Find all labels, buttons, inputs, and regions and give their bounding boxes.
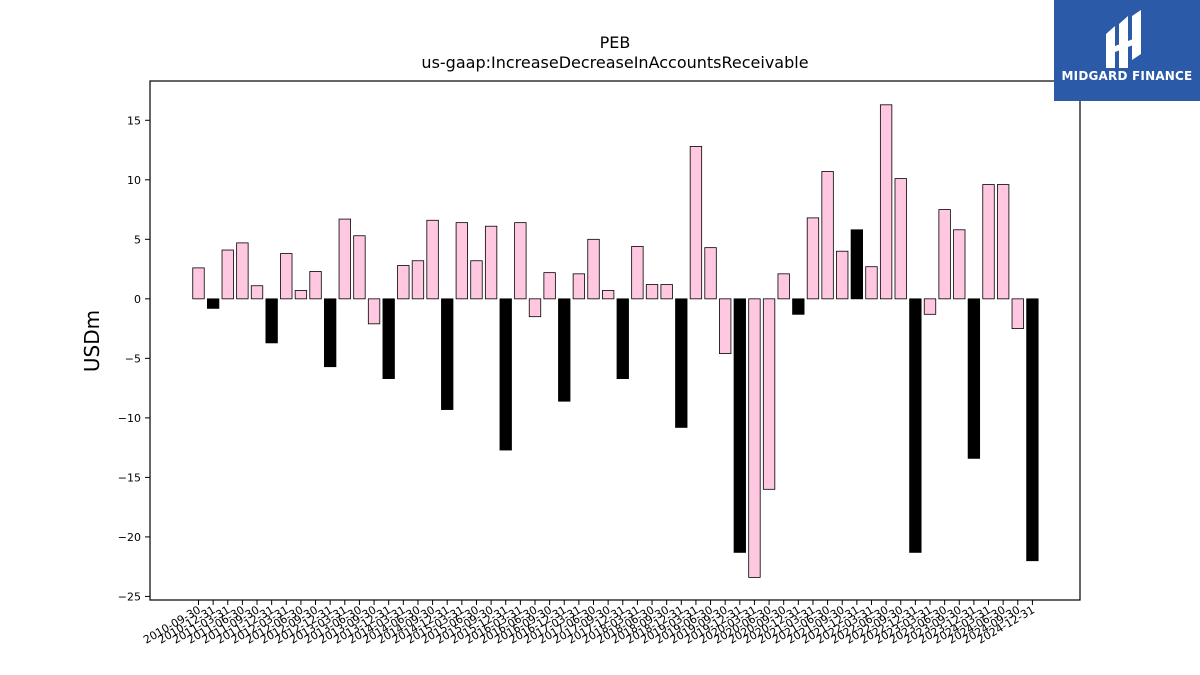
- bar-2017-06-30: [587, 238, 600, 300]
- bar-2011-06-30: [236, 242, 249, 300]
- bar-2022-12-31: [909, 298, 922, 553]
- bar-2018-12-31: [675, 298, 688, 428]
- bar-2014-03-31: [397, 265, 410, 300]
- bar-2013-06-30: [353, 235, 366, 300]
- bar-2024-03-31: [982, 184, 995, 300]
- brand-name: MIDGARD FINANCE: [1061, 69, 1193, 83]
- chart-subtitle: us-gaap:IncreaseDecreaseInAccountsReceiv…: [421, 53, 808, 72]
- bar-2013-09-30: [367, 298, 381, 325]
- bar-2016-03-31: [514, 222, 527, 300]
- bar-2016-12-31: [558, 298, 571, 402]
- bar-2022-09-30: [894, 178, 907, 300]
- bar-2022-03-31: [865, 266, 878, 300]
- bar-2021-12-31: [850, 229, 863, 300]
- bar-2014-09-30: [426, 219, 439, 300]
- y-tick-label: −20: [118, 531, 141, 544]
- bar-2022-06-30: [879, 104, 893, 300]
- bar-2018-03-31: [631, 246, 644, 300]
- bar-2023-12-31: [967, 298, 981, 459]
- bar-2014-06-30: [411, 260, 425, 300]
- plot-frame: [149, 80, 1081, 601]
- midgard-logo-icon: [1106, 10, 1141, 68]
- bar-2020-03-31: [748, 298, 761, 578]
- bar-2013-12-31: [382, 298, 395, 379]
- bar-2017-12-31: [616, 298, 629, 379]
- bar-2021-09-30: [836, 250, 849, 300]
- y-axis-label: USDm: [80, 310, 104, 372]
- bar-2018-09-30: [660, 284, 673, 300]
- y-tick-label: 5: [134, 233, 141, 246]
- bar-2020-12-31: [792, 298, 805, 315]
- bar-2015-12-31: [499, 298, 512, 451]
- bar-2012-03-31: [280, 253, 293, 300]
- bar-2019-03-31: [689, 146, 703, 300]
- y-tick-label: −5: [125, 352, 141, 365]
- bar-2023-03-31: [923, 298, 937, 315]
- bar-2017-03-31: [572, 273, 586, 300]
- bar-2024-12-31: [1026, 298, 1039, 562]
- y-tick-label: 15: [127, 114, 141, 127]
- bar-2010-12-31: [206, 298, 220, 309]
- y-axis: −25 −20 −15 −10 −5 0 5 10 15: [118, 114, 150, 603]
- bar-2014-12-31: [441, 298, 454, 410]
- bar-2016-09-30: [543, 272, 556, 300]
- bar-2020-06-30: [762, 298, 776, 490]
- y-tick-label: 0: [134, 293, 141, 306]
- bar-2012-12-31: [324, 298, 337, 368]
- bar-2012-06-30: [294, 290, 308, 300]
- bar-2023-09-30: [953, 229, 966, 300]
- bar-2011-09-30: [250, 285, 264, 300]
- bar-2010-09-30: [192, 267, 205, 300]
- bar-2024-06-30: [997, 184, 1010, 300]
- bar-2018-06-30: [645, 284, 659, 300]
- y-tick-label: −25: [118, 590, 141, 603]
- bar-2019-09-30: [719, 298, 732, 354]
- chart-title: PEB: [600, 33, 631, 52]
- bar-2024-09-30: [1011, 298, 1024, 329]
- bar-2021-06-30: [821, 171, 834, 300]
- bar-2019-06-30: [704, 247, 717, 300]
- y-tick-label: −15: [118, 471, 141, 484]
- bar-2023-06-30: [938, 209, 951, 300]
- bar-2011-03-31: [221, 249, 234, 300]
- bar-2015-06-30: [470, 260, 483, 300]
- bar-2013-03-31: [338, 218, 351, 300]
- y-tick-label: −10: [118, 412, 141, 425]
- bar-2016-06-30: [528, 298, 542, 318]
- brand-logo: MIDGARD FINANCE: [1054, 0, 1200, 101]
- bar-2021-03-31: [806, 217, 820, 300]
- x-axis: 2010-09-302010-12-312011-03-312011-06-30…: [141, 600, 1037, 647]
- bar-2015-09-30: [484, 225, 498, 300]
- bar-2017-09-30: [601, 290, 615, 300]
- bar-2020-09-30: [777, 273, 790, 300]
- y-tick-label: 10: [127, 174, 141, 187]
- bar-2011-12-31: [265, 298, 278, 344]
- bar-2019-12-31: [733, 298, 746, 553]
- bar-2015-03-31: [455, 222, 468, 300]
- bar-2012-09-30: [309, 271, 322, 300]
- bar-series: [192, 104, 1039, 578]
